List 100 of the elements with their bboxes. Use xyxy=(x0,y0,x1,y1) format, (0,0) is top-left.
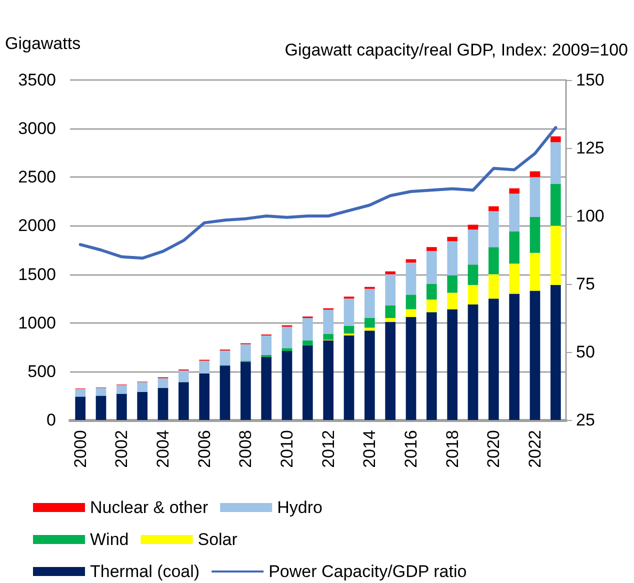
y-tick-label: 2000 xyxy=(18,216,56,236)
x-tick-label: 2020 xyxy=(484,430,504,468)
bar xyxy=(406,259,416,263)
legend-label: Nuclear & other xyxy=(90,498,208,517)
y2-tick-label: 100 xyxy=(576,206,604,226)
legend-label: Solar xyxy=(198,530,238,549)
bar xyxy=(447,275,458,293)
bar xyxy=(488,211,499,248)
bar xyxy=(344,335,354,420)
bar xyxy=(550,142,561,184)
x-tick-label: 2002 xyxy=(112,430,132,468)
bar xyxy=(302,340,313,346)
y-tick-label: 0 xyxy=(46,410,56,430)
bar xyxy=(530,171,540,178)
y2-axis-title: Gigawatt capacity/real GDP, Index: 2009=100 xyxy=(284,40,628,60)
bar xyxy=(137,392,148,420)
bar xyxy=(302,345,313,420)
bar xyxy=(406,262,416,295)
x-tick-label: 2016 xyxy=(402,430,420,468)
x-tick-label: 2000 xyxy=(70,430,90,468)
bar xyxy=(385,318,396,322)
bar xyxy=(302,318,313,340)
bar xyxy=(530,290,540,420)
bar xyxy=(158,388,168,420)
bar xyxy=(75,388,86,397)
bar xyxy=(137,382,148,392)
legend-label: Power Capacity/GDP ratio xyxy=(268,562,467,581)
bar xyxy=(530,177,540,217)
bar xyxy=(530,252,540,291)
bar xyxy=(447,292,458,310)
bar xyxy=(323,334,334,340)
y2-tick-label: 75 xyxy=(576,274,595,294)
bar xyxy=(364,328,375,331)
bar xyxy=(550,184,561,226)
bar xyxy=(96,396,106,420)
bar xyxy=(426,250,437,284)
y2-tick-label: 150 xyxy=(576,70,604,90)
x-tick-label: 2022 xyxy=(526,430,544,468)
bar xyxy=(116,394,127,420)
bar xyxy=(550,136,561,142)
bar xyxy=(468,224,478,230)
bar xyxy=(364,318,375,328)
bar xyxy=(364,330,375,420)
bar xyxy=(468,304,478,420)
bar xyxy=(426,300,437,312)
bar xyxy=(488,274,499,299)
bar xyxy=(550,226,561,285)
bar xyxy=(509,264,520,294)
bar xyxy=(220,350,230,366)
bar xyxy=(426,312,437,420)
bar xyxy=(468,284,478,304)
bar xyxy=(447,241,458,276)
y-tick-label: 1500 xyxy=(18,264,56,284)
x-tick-label: 2014 xyxy=(360,430,380,468)
bar xyxy=(406,294,416,310)
bar xyxy=(344,298,354,326)
bar xyxy=(447,309,458,420)
bar xyxy=(468,264,478,285)
bar xyxy=(199,373,210,420)
x-tick-label: 2004 xyxy=(154,430,172,468)
bar xyxy=(385,271,396,274)
bar xyxy=(364,288,375,318)
y2-tick-label: 50 xyxy=(576,342,595,362)
x-tick-label: 2008 xyxy=(236,430,256,468)
x-tick-label: 2012 xyxy=(318,430,338,468)
bar xyxy=(323,310,334,334)
bar xyxy=(447,236,458,242)
bar xyxy=(468,230,478,265)
bar xyxy=(406,309,416,318)
bar xyxy=(240,362,251,420)
bar xyxy=(116,385,127,394)
bar xyxy=(488,206,499,212)
bar xyxy=(488,247,499,274)
y2-tick-label: 125 xyxy=(576,138,604,158)
bar xyxy=(282,348,292,352)
y-tick-label: 2500 xyxy=(18,168,56,187)
bar xyxy=(509,188,520,194)
bar xyxy=(96,388,106,396)
bar xyxy=(406,317,416,420)
bar xyxy=(509,232,520,264)
bar xyxy=(261,356,272,420)
x-tick-label: 2006 xyxy=(194,430,214,468)
bar xyxy=(344,326,354,334)
y-tick-label: 3000 xyxy=(18,119,56,138)
bar xyxy=(158,378,168,388)
legend-label: Wind xyxy=(90,530,129,549)
x-tick-label: 2018 xyxy=(442,430,462,468)
bar xyxy=(385,274,396,306)
y2-tick-label: 25 xyxy=(576,410,595,430)
bar xyxy=(282,326,292,348)
bar xyxy=(282,351,292,420)
bar xyxy=(75,396,86,420)
bar xyxy=(550,284,561,420)
y-tick-label: 500 xyxy=(28,362,56,381)
y-axis-title: Gigawatts xyxy=(5,34,81,53)
x-tick-label: 2010 xyxy=(278,430,296,468)
y-tick-label: 3500 xyxy=(18,70,56,90)
y-tick-label: 1000 xyxy=(18,313,56,332)
bar xyxy=(385,305,396,318)
bar xyxy=(220,366,230,420)
